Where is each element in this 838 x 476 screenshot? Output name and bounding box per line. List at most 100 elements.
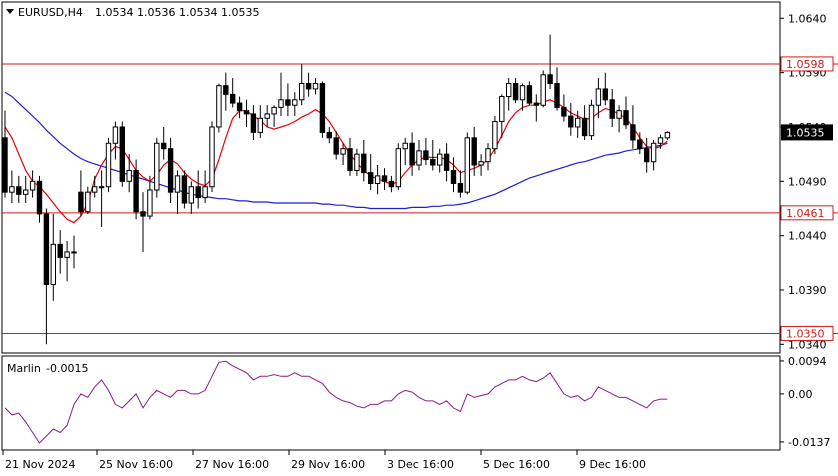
time-tick-label: 21 Nov 2024 (5, 458, 75, 471)
candle-body-down (430, 159, 436, 166)
candle-body-down (602, 88, 608, 101)
candle-body-up (126, 169, 132, 182)
candle (664, 131, 671, 141)
candle-body-down (16, 186, 22, 195)
candle (257, 105, 264, 138)
candle (112, 121, 119, 160)
candle-body-up (271, 106, 277, 115)
candle-body-up (506, 83, 512, 98)
candle-body-down (243, 110, 250, 115)
candle (119, 121, 125, 187)
candle-body-up (312, 83, 319, 90)
candle-body-up (395, 148, 402, 188)
price-tick-label: 1.0390 (788, 284, 827, 297)
candle-body-down (526, 85, 533, 104)
osc-tick-label: -0.0137 (788, 436, 830, 449)
candle-body-up (154, 142, 160, 191)
osc-tick-label: 0.00 (788, 388, 813, 401)
candle-body-down (333, 137, 339, 155)
candle-body-up (50, 243, 56, 286)
candle-body-up (174, 175, 181, 193)
candle (630, 105, 636, 149)
candle-body-down (326, 131, 333, 139)
candle-body-down (223, 85, 229, 95)
candle (98, 170, 105, 227)
candle (230, 78, 236, 108)
candle-body-up (85, 191, 91, 213)
candle-body-up (98, 186, 105, 189)
candle (64, 241, 70, 282)
oscillator-panel-frame (1, 355, 781, 451)
candle-body-down (554, 83, 560, 108)
candle (568, 103, 574, 136)
candle (637, 132, 643, 155)
oscillator-value: -0.0015 (46, 362, 88, 375)
osc-tick-label: 0.0094 (788, 355, 827, 368)
candle (50, 213, 56, 301)
candle-body-up (437, 153, 443, 166)
candle (326, 126, 333, 144)
candle-body-up (374, 175, 381, 184)
candle (402, 137, 408, 166)
candle-body-down (319, 83, 326, 133)
candle (471, 126, 477, 176)
candle (209, 121, 215, 193)
candle-body-up (202, 186, 208, 199)
candle (243, 99, 250, 127)
level-price-label: 1.0598 (786, 58, 825, 71)
candle-body-up (485, 148, 491, 163)
candle-body-up (464, 137, 471, 193)
candle (533, 94, 539, 122)
candle (250, 105, 257, 141)
candle (43, 208, 50, 345)
candle-body-up (340, 148, 346, 155)
candle-body-up (588, 104, 595, 137)
candle (181, 170, 188, 209)
candle-body-down (644, 148, 650, 163)
candle-body-up (657, 137, 664, 144)
candle-body-down (450, 169, 457, 184)
time-tick-label: 29 Nov 16:00 (291, 458, 365, 471)
candle-body-down (250, 113, 257, 133)
candle (195, 170, 201, 209)
candle (368, 154, 374, 190)
candle (526, 81, 533, 106)
candle (16, 175, 22, 204)
candle (305, 72, 312, 97)
triangle-down-icon[interactable] (6, 9, 14, 14)
candle-body-down (140, 211, 146, 217)
candle (602, 72, 608, 106)
candle-body-down (305, 83, 312, 90)
candle-body-up (71, 251, 77, 254)
candle-body-down (561, 106, 567, 117)
candle (133, 159, 139, 220)
oscillator-title: Marlin (7, 362, 41, 375)
candle-body-up (499, 96, 505, 123)
candle (36, 175, 43, 223)
candle-body-up (209, 126, 215, 188)
level-price-label: 1.0350 (786, 327, 825, 340)
candle-body-down (637, 139, 643, 150)
candle-body-up (64, 251, 70, 258)
candle (609, 88, 615, 127)
candle-body-down (471, 137, 477, 166)
candle (581, 105, 588, 141)
candle-body-down (347, 148, 353, 171)
candle-body-down (43, 213, 50, 286)
candle (547, 34, 553, 89)
candle (443, 143, 450, 182)
candle (519, 83, 526, 111)
oscillator-axis: 0.0094 0.00 -0.0137 (780, 355, 830, 449)
candle (333, 131, 339, 160)
candle-body-up (299, 83, 305, 101)
candle (506, 78, 512, 111)
candle-body-down (368, 172, 374, 184)
candle-body-down (623, 110, 629, 126)
candle (188, 181, 195, 214)
candle (395, 143, 402, 190)
current-price-tag (781, 124, 833, 141)
candle (154, 137, 160, 198)
candle (105, 137, 112, 193)
candle (29, 170, 36, 198)
candle-body-up (650, 142, 657, 163)
